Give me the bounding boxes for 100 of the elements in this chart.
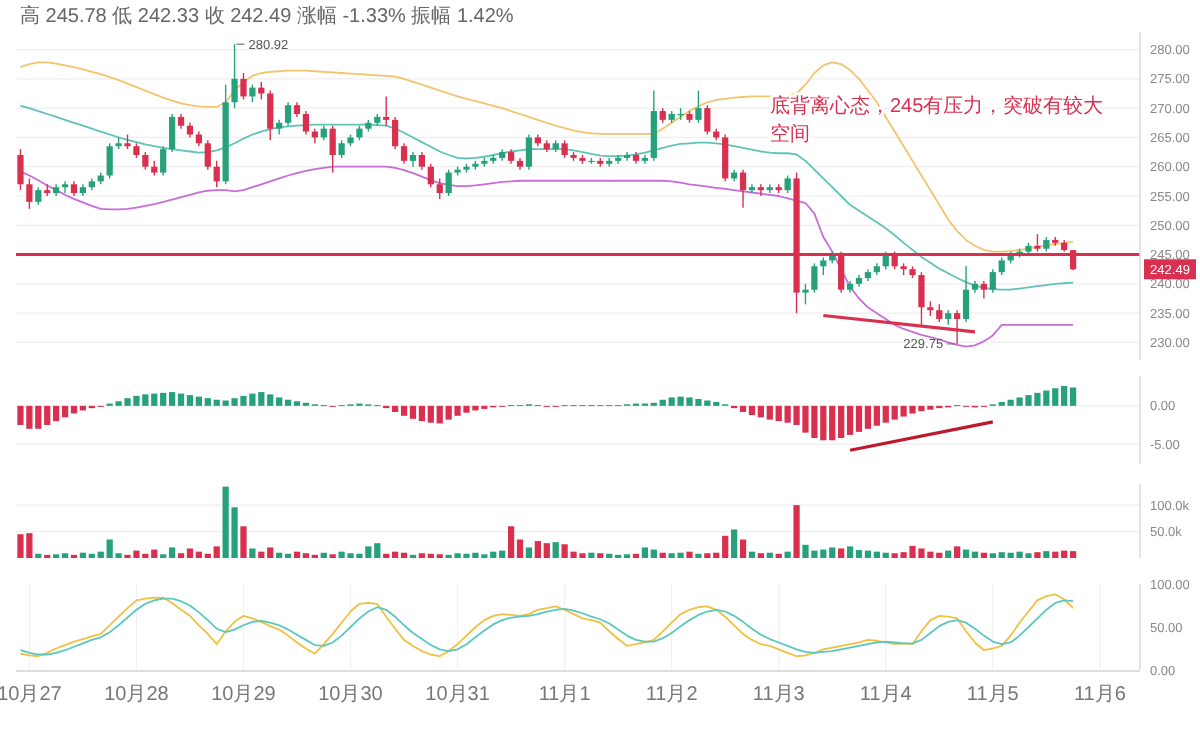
x-tick-label: 11月1 [538,684,592,706]
candlestick [383,95,390,127]
bar [249,548,256,558]
candlestick [17,148,24,191]
candlestick [615,154,622,165]
bar [855,405,863,432]
candlestick [392,116,399,150]
bar [186,395,194,406]
candlestick [641,154,649,165]
bar [61,405,69,418]
candlestick [650,89,657,162]
bar [320,552,327,558]
bar [1034,552,1041,558]
candlestick [231,43,238,109]
candlestick [962,265,970,323]
candlestick [802,283,809,306]
bar [276,552,283,558]
bar [168,392,176,406]
bar [186,548,194,558]
chart-subtitle: 高 245.78 低 242.33 收 242.49 涨幅 -1.33% 振幅 1.42% [20,4,514,28]
bar [962,549,970,558]
x-tick-label: 11月5 [966,684,1020,706]
bar [284,399,292,406]
bar [641,547,649,558]
candlestick [26,177,33,210]
bar [980,552,988,558]
candlestick [722,133,729,183]
bar [846,546,854,558]
bar [213,546,220,558]
bar [1043,551,1050,558]
bar [240,526,247,558]
x-tick-label: 10月31 [425,684,491,706]
bar [954,546,961,558]
bar [864,550,872,558]
bar [293,551,301,558]
candlestick [525,133,533,171]
candlestick [409,151,417,168]
candlestick [267,89,274,142]
candlestick [329,125,336,174]
candlestick [106,142,113,180]
bar [650,549,657,558]
x-tick-label: 10月29 [211,684,277,706]
annotation: 底背离心态，245有压力，突破有较大空间 [770,94,1104,146]
x-tick-label: 11月3 [752,684,806,706]
candlestick [61,180,69,194]
bar [400,552,408,558]
bar [507,526,515,558]
bar [748,551,756,558]
x-tick-label: 11月6 [1073,684,1127,706]
candlestick [695,89,702,124]
bar [855,550,863,558]
bar [864,405,872,429]
candlestick [704,104,711,136]
bar [748,405,756,416]
x-tick-label: 10月30 [318,684,384,706]
bar [588,552,595,558]
candlestick [213,160,220,188]
bar [409,405,417,419]
candlestick [168,113,176,153]
bar [525,547,533,558]
bar [686,551,693,558]
bar [677,552,684,558]
bar [793,505,800,558]
x-tick-label: 11月2 [645,684,699,706]
bar [971,551,979,558]
candlestick [436,177,443,200]
candlestick [302,110,310,136]
candlestick [160,145,167,177]
x-tick-label: 11月4 [859,684,913,706]
bar [79,552,87,558]
candlestick [739,168,747,209]
bar [882,552,889,558]
bar [739,405,747,412]
bar [177,393,185,406]
candlestick [757,183,764,197]
bar [659,552,666,558]
candlestick [240,72,247,101]
bar [1069,551,1077,558]
candlestick [748,183,756,194]
bar [766,552,773,558]
candlestick [284,101,292,127]
bar [739,539,747,558]
candlestick [980,280,988,300]
bar [846,405,854,435]
bar [784,551,791,558]
bar [258,551,265,558]
bar [552,542,559,558]
bar [543,543,550,558]
candlestick [427,163,434,188]
candlestick [623,151,631,162]
bar [1069,387,1077,406]
candlestick [400,142,408,165]
bar [168,547,176,558]
bar [418,405,426,422]
x-tick-label: 10月28 [104,684,170,706]
bar [1052,551,1059,558]
bar [838,548,845,558]
bar [400,405,408,416]
candlestick [811,262,818,294]
candlestick [445,168,452,197]
